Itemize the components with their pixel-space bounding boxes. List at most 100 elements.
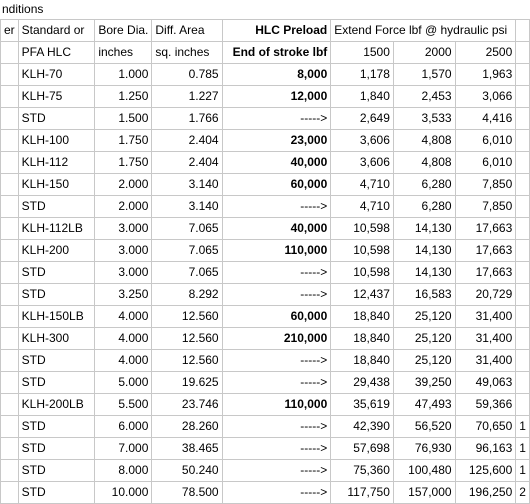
table-cell[interactable]: 6,010 <box>454 151 517 174</box>
table-cell[interactable]: 110,000 <box>221 239 332 262</box>
table-cell[interactable]: 18,840 <box>330 305 394 328</box>
table-cell[interactable]: 12,437 <box>330 283 394 306</box>
table-cell[interactable] <box>0 107 19 130</box>
table-cell[interactable] <box>0 151 19 174</box>
table-cell[interactable]: 1,178 <box>330 63 394 86</box>
table-cell[interactable] <box>515 327 530 350</box>
table-cell[interactable] <box>0 437 19 460</box>
table-cell[interactable]: 42,390 <box>330 415 394 438</box>
table-cell[interactable]: 3,066 <box>454 85 517 108</box>
table-cell[interactable] <box>515 261 530 284</box>
table-cell[interactable]: 6,280 <box>392 195 456 218</box>
table-cell[interactable] <box>515 283 530 306</box>
table-cell[interactable] <box>515 107 530 130</box>
table-cell[interactable]: 47,493 <box>392 393 456 416</box>
table-cell[interactable]: 125,600 <box>454 459 517 482</box>
table-cell[interactable]: 3.140 <box>151 195 223 218</box>
table-cell[interactable]: 2 <box>515 481 530 504</box>
table-cell[interactable] <box>515 151 530 174</box>
table-cell[interactable] <box>0 85 19 108</box>
table-cell[interactable]: STD <box>17 107 96 130</box>
table-cell[interactable] <box>0 305 19 328</box>
table-cell[interactable]: 1,840 <box>330 85 394 108</box>
table-cell[interactable]: 10,598 <box>330 217 394 240</box>
table-cell[interactable]: 29,438 <box>330 371 394 394</box>
table-cell[interactable]: -----> <box>221 371 332 394</box>
table-cell[interactable] <box>515 349 530 372</box>
table-cell[interactable]: 50.240 <box>151 459 223 482</box>
table-cell[interactable]: 8.000 <box>94 459 153 482</box>
table-cell[interactable]: 49,063 <box>454 371 517 394</box>
table-cell[interactable]: 1.766 <box>151 107 223 130</box>
table-cell[interactable]: 7.000 <box>94 437 153 460</box>
table-cell[interactable]: 1 <box>515 415 530 438</box>
table-cell[interactable]: KLH-150LB <box>17 305 96 328</box>
header-cell[interactable]: Standard or <box>17 19 96 42</box>
table-cell[interactable]: KLH-70 <box>17 63 96 86</box>
table-cell[interactable]: KLH-150 <box>17 173 96 196</box>
table-cell[interactable]: 1.227 <box>151 85 223 108</box>
header-cell[interactable] <box>515 19 530 42</box>
table-cell[interactable]: 23,000 <box>221 129 332 152</box>
header-cell[interactable]: 2500 <box>454 41 517 64</box>
table-cell[interactable]: KLH-112 <box>17 151 96 174</box>
table-cell[interactable]: STD <box>17 349 96 372</box>
table-cell[interactable]: -----> <box>221 459 332 482</box>
header-cell[interactable]: End of stroke lbf <box>221 41 332 64</box>
table-cell[interactable]: 20,729 <box>454 283 517 306</box>
table-cell[interactable]: 70,650 <box>454 415 517 438</box>
table-cell[interactable]: 157,000 <box>392 481 456 504</box>
table-cell[interactable] <box>0 371 19 394</box>
table-cell[interactable] <box>515 393 530 416</box>
header-cell[interactable]: Diff. Area <box>151 19 223 42</box>
table-cell[interactable]: KLH-200 <box>17 239 96 262</box>
table-cell[interactable]: 76,930 <box>392 437 456 460</box>
table-cell[interactable]: 57,698 <box>330 437 394 460</box>
table-cell[interactable]: 4,416 <box>454 107 517 130</box>
table-cell[interactable]: 6.000 <box>94 415 153 438</box>
table-cell[interactable]: 10.000 <box>94 481 153 504</box>
table-cell[interactable] <box>0 239 19 262</box>
table-cell[interactable]: 1.250 <box>94 85 153 108</box>
table-cell[interactable] <box>0 349 19 372</box>
table-cell[interactable] <box>0 459 19 482</box>
header-cell[interactable]: PFA HLC <box>17 41 96 64</box>
table-cell[interactable]: 3,606 <box>330 129 394 152</box>
table-cell[interactable]: 10,598 <box>330 261 394 284</box>
header-cell[interactable] <box>515 41 530 64</box>
table-cell[interactable]: STD <box>17 195 96 218</box>
table-cell[interactable]: 4,808 <box>392 129 456 152</box>
table-cell[interactable] <box>0 129 19 152</box>
table-cell[interactable]: 28.260 <box>151 415 223 438</box>
table-cell[interactable]: 4.000 <box>94 305 153 328</box>
table-cell[interactable]: 5.000 <box>94 371 153 394</box>
table-cell[interactable] <box>515 173 530 196</box>
table-cell[interactable] <box>515 195 530 218</box>
table-cell[interactable]: 7,850 <box>454 173 517 196</box>
table-cell[interactable]: 14,130 <box>392 217 456 240</box>
table-cell[interactable]: 40,000 <box>221 217 332 240</box>
table-cell[interactable]: 12.560 <box>151 349 223 372</box>
table-cell[interactable] <box>0 173 19 196</box>
table-cell[interactable]: KLH-200LB <box>17 393 96 416</box>
table-cell[interactable]: 1 <box>515 459 530 482</box>
table-cell[interactable] <box>515 85 530 108</box>
table-cell[interactable]: 17,663 <box>454 261 517 284</box>
table-cell[interactable] <box>0 63 19 86</box>
table-cell[interactable]: 4.000 <box>94 349 153 372</box>
table-cell[interactable]: 3.000 <box>94 261 153 284</box>
table-cell[interactable]: 1.750 <box>94 151 153 174</box>
table-cell[interactable]: 23.746 <box>151 393 223 416</box>
table-cell[interactable]: 31,400 <box>454 327 517 350</box>
table-cell[interactable]: 2.404 <box>151 129 223 152</box>
table-cell[interactable]: 2,453 <box>392 85 456 108</box>
table-cell[interactable]: STD <box>17 415 96 438</box>
header-cell[interactable]: Extend Force lbf @ hydraulic psi <box>330 19 517 42</box>
table-cell[interactable]: 56,520 <box>392 415 456 438</box>
header-cell[interactable] <box>0 41 19 64</box>
table-cell[interactable]: 2.404 <box>151 151 223 174</box>
header-cell[interactable]: 2000 <box>392 41 456 64</box>
table-cell[interactable] <box>515 371 530 394</box>
table-cell[interactable]: 4.000 <box>94 327 153 350</box>
table-cell[interactable]: KLH-100 <box>17 129 96 152</box>
